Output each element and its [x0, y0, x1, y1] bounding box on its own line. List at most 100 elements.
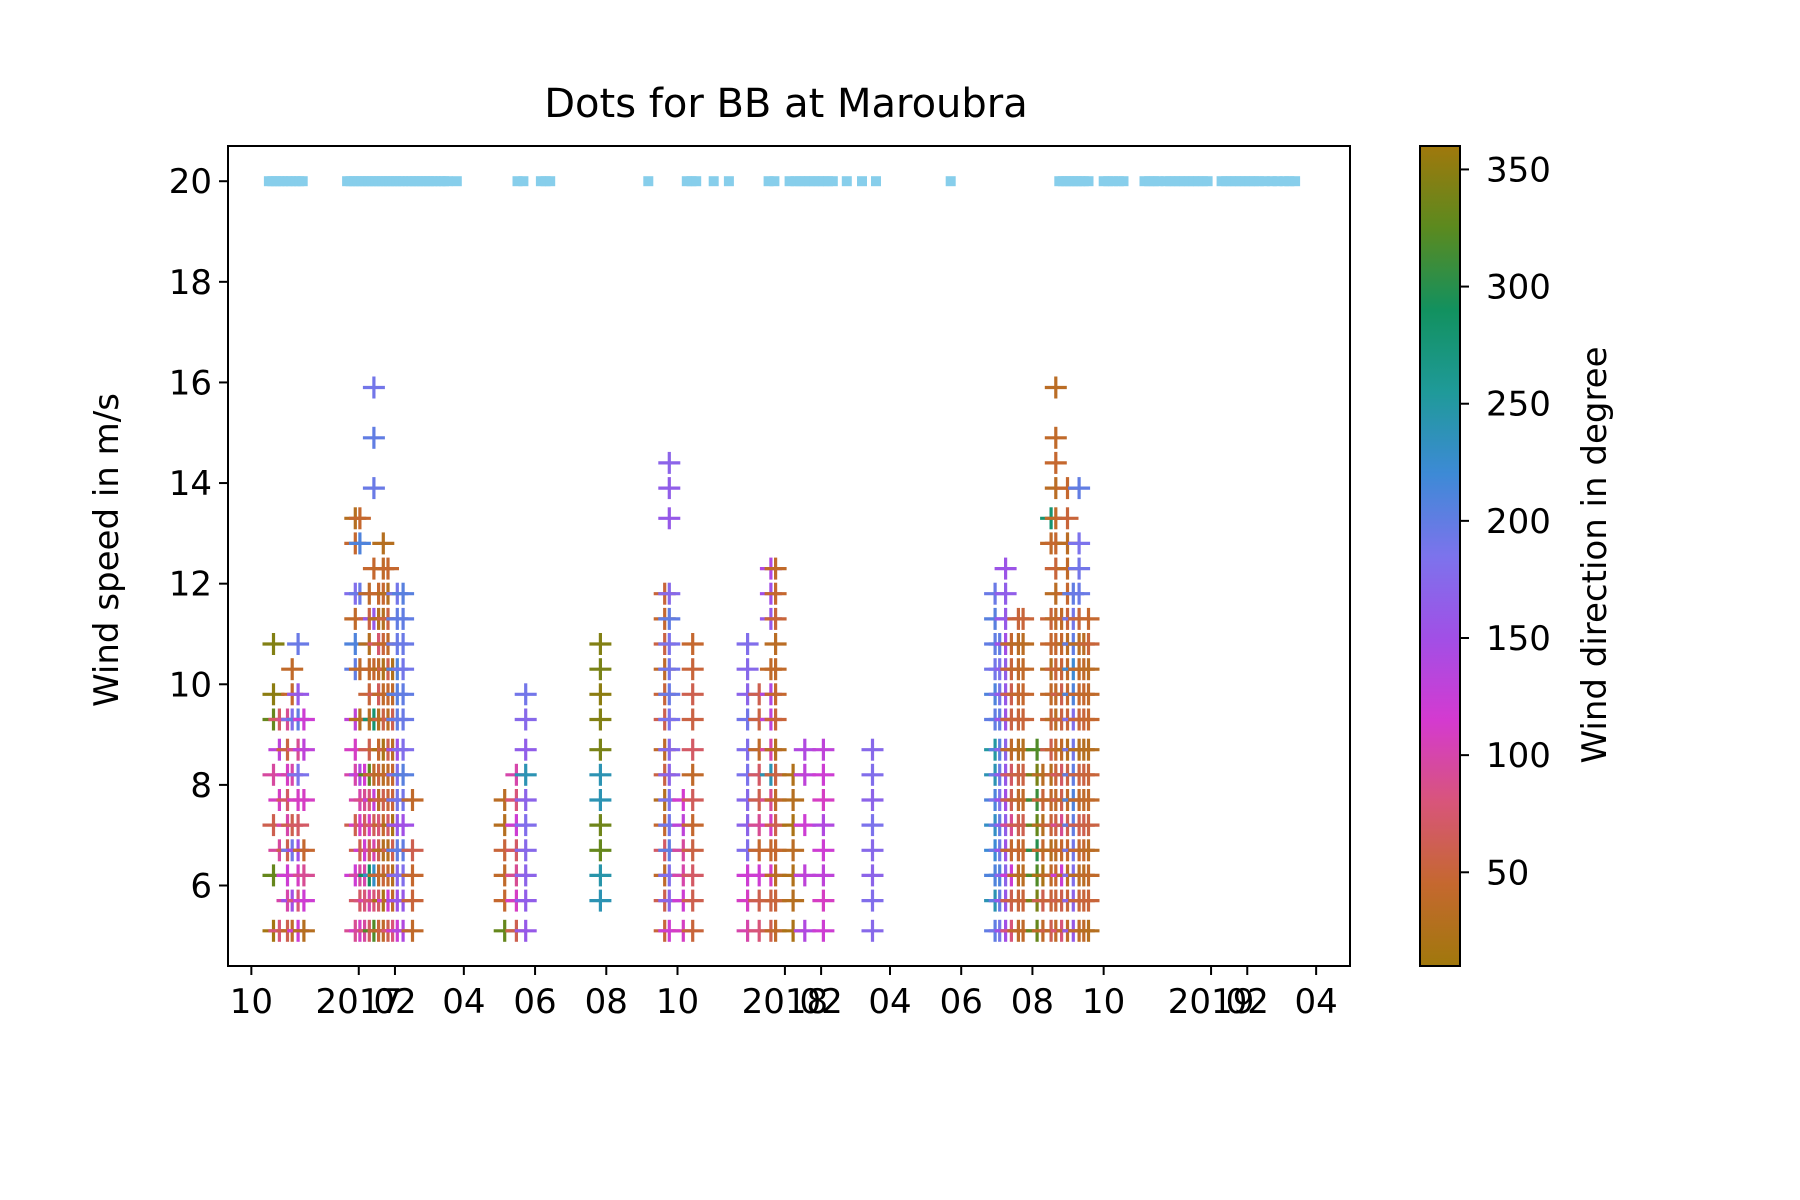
scatter-point [658, 763, 681, 786]
scatter-point [262, 683, 285, 706]
scatter-point [514, 814, 537, 837]
event-marker [1272, 176, 1283, 187]
scatter-point [658, 507, 681, 530]
scatter-point [348, 532, 371, 555]
plot-background [228, 146, 1350, 966]
y-tick-label: 12 [169, 565, 212, 605]
scatter-point [1077, 814, 1100, 837]
event-marker [297, 176, 308, 187]
colorbar-tick-label: 300 [1486, 268, 1551, 308]
scatter-point [392, 658, 415, 681]
event-marker [1083, 176, 1094, 187]
event-marker [723, 176, 734, 187]
scatter-point [861, 814, 884, 837]
scatter-point [681, 763, 704, 786]
scatter-point [392, 738, 415, 761]
scatter-point [1077, 683, 1100, 706]
scatter-point [1077, 738, 1100, 761]
scatter-point [861, 738, 884, 761]
scatter-point [514, 889, 537, 912]
scatter-point [658, 683, 681, 706]
scatter-point [392, 607, 415, 630]
x-tick-label: 08 [585, 982, 628, 1022]
colorbar-label: Wind direction in degree [1575, 346, 1615, 763]
event-marker [769, 176, 780, 187]
x-tick-label: 2017 [315, 982, 402, 1022]
scatter-point [658, 708, 681, 731]
scatter-point [401, 839, 424, 862]
scatter-point [1068, 532, 1091, 555]
x-tick-label: 02 [373, 982, 416, 1022]
scatter-point [281, 658, 304, 681]
event-marker [871, 176, 881, 187]
event-marker [1259, 176, 1270, 187]
scatter-point [392, 582, 415, 605]
colorbar-gradient [1419, 145, 1461, 967]
event-marker [708, 176, 719, 187]
event-marker [1290, 176, 1301, 187]
event-markers [263, 176, 1301, 187]
scatter-point [1068, 557, 1091, 580]
y-tick-label: 14 [169, 464, 212, 504]
scatter-point [292, 738, 315, 761]
scatter-point [377, 557, 399, 580]
scatter-point [861, 789, 884, 811]
scatter-point [514, 789, 537, 811]
event-marker [518, 176, 529, 187]
event-marker [545, 176, 556, 187]
event-marker [442, 176, 453, 187]
scatter-point [658, 633, 681, 655]
scatter-point [793, 919, 816, 942]
x-tick-label: 2019 [1168, 982, 1255, 1022]
event-marker [1118, 176, 1129, 187]
scatter-point [1077, 889, 1100, 912]
scatter-point [812, 839, 835, 862]
x-tick-label: 06 [940, 982, 983, 1022]
scatter-point [262, 633, 285, 655]
scatter-point [736, 633, 759, 655]
colorbar-tick-label: 200 [1486, 502, 1551, 542]
scatter-point [782, 839, 805, 862]
x-tick-label: 04 [1295, 982, 1338, 1022]
scatter-point [681, 738, 704, 761]
y-tick-label: 8 [190, 766, 212, 806]
scatter-point [589, 889, 612, 912]
scatter-point [681, 708, 704, 731]
chart-title: Dots for BB at Maroubra [544, 81, 1028, 127]
scatter-point [861, 763, 884, 786]
scatter-point [861, 889, 884, 912]
scatter-point [1044, 451, 1067, 474]
scatter-point [392, 683, 415, 706]
scatter-point [681, 633, 704, 655]
y-tick-label: 16 [169, 363, 212, 403]
scatter-point [812, 738, 835, 761]
scatter-point [401, 889, 424, 912]
event-marker [827, 176, 838, 187]
scatter-point [1077, 658, 1100, 681]
x-tick-label: 08 [1011, 982, 1054, 1022]
scatter-point [1068, 477, 1091, 500]
scatter-point [1012, 683, 1035, 706]
scatter-point [362, 376, 385, 399]
scatter-point [514, 839, 537, 862]
scatter-point [1077, 763, 1100, 786]
scatter-point [362, 477, 385, 500]
event-marker [763, 176, 774, 187]
scatter-point [861, 839, 884, 862]
scatter-point [994, 582, 1017, 605]
scatter-point [589, 864, 612, 887]
scatter-point [764, 557, 787, 580]
x-tick-label: 02 [799, 982, 842, 1022]
scatter-point [1044, 376, 1067, 399]
scatter-point [793, 763, 816, 786]
event-marker [857, 176, 867, 187]
scatter-point [589, 658, 612, 681]
event-marker [1253, 176, 1264, 187]
scatter-point [392, 763, 415, 786]
x-tick-label: 06 [513, 982, 556, 1022]
event-marker [1266, 176, 1277, 187]
scatter-point [287, 814, 310, 837]
scatter-point [658, 477, 681, 500]
